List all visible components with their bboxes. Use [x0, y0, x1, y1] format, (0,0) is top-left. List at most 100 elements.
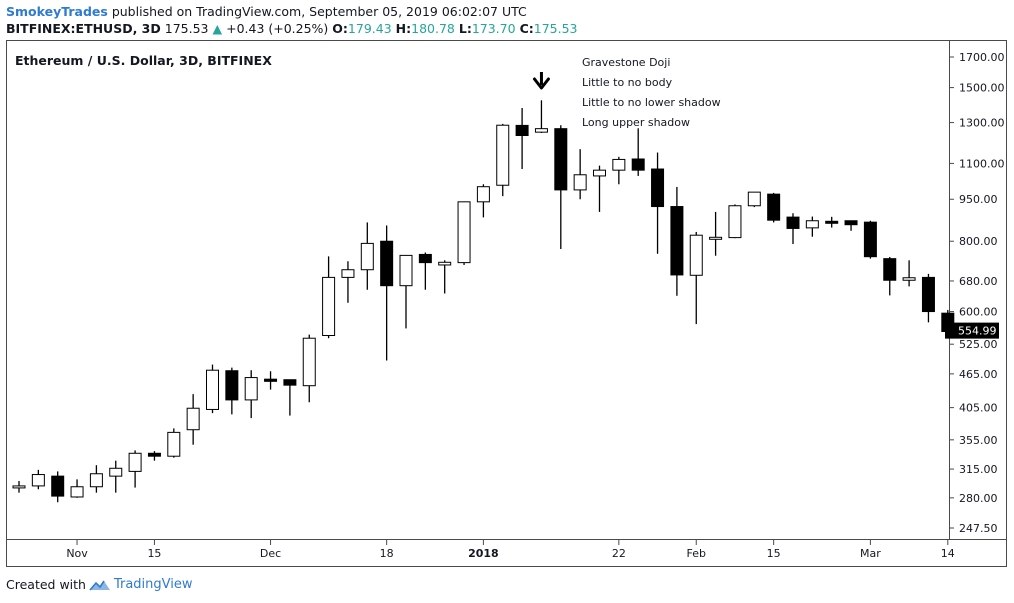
bullish-candle-body [593, 169, 606, 177]
time-tick-label: Nov [66, 547, 88, 560]
candle [476, 184, 490, 218]
bullish-candle-body [302, 337, 316, 387]
time-tick-label: 14 [941, 547, 955, 560]
candle [167, 428, 181, 458]
bullish-candle-body [322, 276, 336, 337]
price-tick-label: 1100.00 [959, 157, 1005, 170]
candle [515, 107, 529, 170]
bearish-candle-body [670, 206, 684, 276]
tradingview-link[interactable]: TradingView [113, 577, 193, 592]
candle [244, 370, 258, 419]
candle [747, 191, 761, 208]
bearish-candle-body [515, 124, 529, 137]
bearish-candle-body [283, 379, 297, 386]
bullish-candle-body [109, 467, 123, 477]
candle [380, 225, 394, 361]
bullish-candle-body [496, 124, 510, 186]
bullish-candle-body [709, 236, 723, 240]
candle [863, 220, 877, 259]
last-price: 175.53 [164, 21, 209, 36]
bullish-candle-body [728, 205, 742, 239]
chart-title: Ethereum / U.S. Dollar, 3D, BITFINEX [15, 53, 272, 68]
tradingview-logo-icon [89, 580, 110, 591]
bullish-candle-body [438, 261, 452, 266]
candle [457, 201, 471, 265]
bearish-candle-body [51, 475, 65, 497]
bullish-candle-body [167, 431, 181, 457]
last-price-label: 554.99 [958, 325, 997, 338]
symbol-info: BITFINEX:ETHUSD, 3D 175.53 ▲ +0.43 (+0.2… [6, 21, 578, 36]
candle [631, 128, 645, 176]
price-tick-label: 600.00 [959, 306, 998, 319]
price-tick-label: 355.00 [959, 434, 998, 447]
candle [128, 450, 142, 488]
time-tick-label: Feb [687, 547, 706, 560]
bearish-candle-body [767, 193, 781, 221]
bullish-candle-body [31, 474, 45, 487]
candle [593, 165, 606, 212]
bullish-candle-body [341, 269, 355, 278]
bearish-candle-body [883, 258, 897, 281]
candle [302, 334, 316, 403]
up-arrow-icon: ▲ [212, 21, 223, 36]
high-value: 180.78 [411, 21, 455, 36]
price-tick-label: 405.00 [959, 402, 998, 415]
author-name[interactable]: SmokeyTrades [6, 4, 108, 19]
publication-info: SmokeyTrades published on TradingView.co… [6, 4, 527, 19]
low-label: L: [458, 21, 472, 36]
bearish-candle-body [825, 220, 839, 224]
bearish-candle-body [863, 221, 877, 258]
candle [670, 186, 684, 296]
candle [844, 220, 858, 231]
price-tick-label: 950.00 [959, 193, 998, 206]
price-tick-label: 315.00 [959, 463, 998, 476]
price-tick-label: 1700.00 [959, 51, 1005, 64]
candle [225, 367, 239, 415]
time-tick-label: Mar [860, 547, 881, 560]
arrow-down-icon [532, 72, 550, 90]
candle [689, 231, 703, 325]
bullish-candle-body [457, 201, 471, 264]
candle [12, 480, 26, 493]
time-tick-label: 2018 [468, 547, 499, 560]
candle [283, 379, 297, 416]
arrow-down-head [532, 77, 550, 90]
bullish-candle-body [244, 377, 258, 401]
candle [709, 211, 723, 256]
candle [264, 371, 278, 390]
open-value: 179.43 [347, 21, 392, 36]
published-text: published on TradingView.com, September … [111, 4, 527, 19]
bullish-candle-body [573, 174, 587, 191]
candle [921, 273, 935, 323]
bullish-candle-body [206, 369, 219, 410]
candle [418, 252, 432, 290]
open-label: O: [332, 21, 348, 36]
bearish-candle-body [786, 216, 800, 229]
bearish-candle-body [651, 168, 665, 208]
annotation-text: Little to no body [582, 76, 673, 89]
annotation-text: Long upper shadow [582, 116, 690, 129]
price-tick-label: 680.00 [959, 275, 998, 288]
bullish-candle-body [70, 486, 84, 498]
candle [554, 125, 568, 250]
high-label: H: [395, 21, 412, 36]
low-value: 173.70 [471, 21, 516, 36]
price-tick-label: 525.00 [959, 338, 998, 351]
time-axis[interactable]: Nov 15 Dec 18 2018 22 Feb 15 Mar 14 [66, 540, 955, 560]
candle [902, 260, 916, 287]
bullish-candle-body [534, 128, 548, 133]
time-tick-label: 15 [767, 547, 781, 560]
candle [206, 364, 219, 414]
created-with-text: Created with [6, 577, 86, 592]
footer: Created with TradingView [6, 577, 193, 592]
candle [51, 471, 65, 503]
candle [322, 256, 336, 339]
annotation-text: Little to no lower shadow [582, 96, 721, 109]
bearish-candle-body [554, 128, 568, 191]
time-tick-label: 18 [380, 547, 394, 560]
candle [534, 100, 548, 133]
price-axis[interactable]: 1700.00 1500.00 1300.00 1100.00 950.00 800.00… [950, 51, 1005, 535]
close-value: 175.53 [533, 21, 578, 36]
candle [360, 222, 374, 290]
